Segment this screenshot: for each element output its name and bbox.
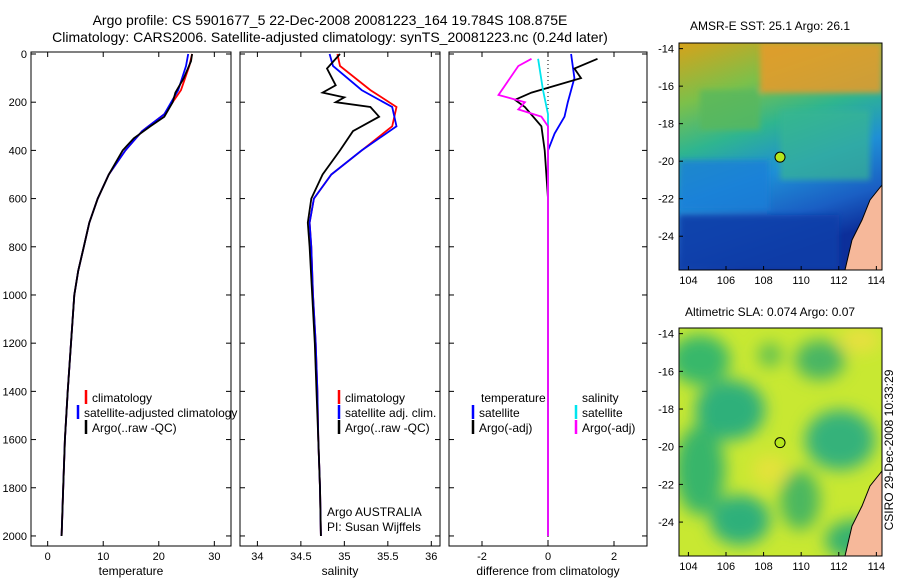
temperature-panel: 0 10 20 30 — [45, 52, 220, 563]
legend-t-argo: Argo(-adj) — [479, 421, 532, 435]
x-tick-label: -2 — [477, 551, 487, 563]
float-position-marker — [774, 151, 786, 163]
map-x-tick-label: 112 — [830, 561, 848, 573]
map-y-tick-label: -18 — [658, 404, 674, 416]
map-y-tick-label: -22 — [658, 479, 674, 491]
series-s-argo-adj- — [497, 58, 549, 536]
legend-salinity-title: salinity — [582, 391, 619, 405]
map-x-tick-label: 110 — [792, 275, 810, 287]
series-t-satellite — [547, 53, 576, 536]
map-x-tick-label: 114 — [868, 561, 886, 573]
depth-tick-label: 400 — [9, 145, 27, 157]
series-climatology — [60, 53, 193, 537]
map-y-tick-label: -22 — [658, 194, 674, 206]
legend-t-satellite: satellite — [479, 406, 520, 420]
map-x-tick-label: 106 — [717, 561, 735, 573]
temperature-axes — [30, 51, 232, 547]
map-y-tick-label: -24 — [658, 231, 674, 243]
depth-tick-label: 1400 — [3, 386, 27, 398]
depth-axis: 0 200 400 600 800 1000 1200 1400 1600 1800 2000 — [3, 49, 647, 543]
figure-title-line1: Argo profile: CS 5901677_5 22-Dec-2008 2… — [93, 12, 568, 28]
argo-australia-label: Argo AUSTRALIA — [327, 505, 422, 519]
temperature-legend: climatology satellite-adjusted climatolo… — [76, 390, 237, 435]
map-x-tick-label: 108 — [754, 561, 772, 573]
map-x-tick-label: 104 — [679, 561, 697, 573]
temperature-xlabel: temperature — [99, 564, 164, 578]
sst-map-image — [679, 43, 882, 270]
legend-climatology: climatology — [345, 391, 405, 405]
depth-tick-label: 2000 — [3, 531, 27, 543]
depth-tick-label: 800 — [9, 242, 27, 254]
difference-legend: temperature satellite Argo(-adj) salinit… — [471, 391, 635, 435]
series-s-satellite — [537, 58, 549, 536]
depth-tick-label: 1200 — [3, 338, 27, 350]
legend-s-satellite: satellite — [582, 406, 623, 420]
map-y-tick-label: -14 — [658, 44, 674, 56]
float-position-marker — [774, 437, 786, 449]
map-y-tick-label: -18 — [658, 119, 674, 131]
map-y-tick-label: -16 — [658, 81, 674, 93]
timestamp-label: CSIRO 29-Dec-2008 10:33:29 — [882, 369, 896, 530]
map-x-tick-label: 108 — [754, 275, 772, 287]
depth-tick-label: 1800 — [3, 483, 27, 495]
x-tick-label: 34.5 — [290, 551, 311, 563]
salinity-panel: 34 34.5 35 35.5 36 — [251, 52, 437, 563]
coastline — [844, 470, 882, 556]
depth-tick-label: 200 — [9, 97, 27, 109]
x-tick-label: 30 — [208, 551, 220, 563]
map-y-tick-label: -14 — [658, 329, 674, 341]
x-tick-label: 35.5 — [377, 551, 398, 563]
sla-map-ticks: 104 106 108 110 112 114 -14 -16 -18 -20 -22 -24 — [658, 329, 885, 573]
map-x-tick-label: 106 — [717, 275, 735, 287]
legend-argo: Argo(..raw -QC) — [345, 421, 430, 435]
legend-argo: Argo(..raw -QC) — [92, 421, 177, 435]
x-tick-label: 36 — [425, 551, 437, 563]
legend-s-argo: Argo(-adj) — [582, 421, 635, 435]
sla-map-title: Altimetric SLA: 0.074 Argo: 0.07 — [685, 305, 855, 319]
series-argo-raw-qc- — [306, 53, 381, 537]
depth-tick-label: 600 — [9, 194, 27, 206]
map-y-tick-label: -16 — [658, 366, 674, 378]
salinity-xlabel: salinity — [322, 564, 359, 578]
sla-map-frame — [678, 327, 883, 557]
series-t-argo-adj- — [513, 57, 598, 536]
map-x-tick-label: 114 — [868, 275, 886, 287]
depth-tick-label: 0 — [21, 49, 27, 61]
figure-title-line2: Climatology: CARS2006. Satellite-adjuste… — [52, 29, 608, 45]
depth-tick-label: 1000 — [3, 290, 27, 302]
salinity-legend: climatology satellite adj. clim. Argo(..… — [327, 390, 436, 534]
salinity-axes — [239, 51, 441, 547]
x-tick-label: 35 — [338, 551, 350, 563]
difference-xlabel: difference from climatology — [476, 564, 619, 578]
series-satellite-adj-clim- — [308, 53, 398, 537]
x-tick-label: 20 — [153, 551, 165, 563]
sla-map-image — [679, 328, 882, 556]
x-tick-label: 0 — [545, 551, 551, 563]
map-y-tick-label: -24 — [658, 517, 674, 529]
x-tick-label: 34 — [251, 551, 263, 563]
series-satellite-adjusted-climatology — [60, 53, 190, 537]
map-x-tick-label: 104 — [679, 275, 697, 287]
coastline — [844, 184, 882, 270]
sst-map-frame — [678, 42, 883, 271]
difference-panel: -2 0 2 — [477, 52, 617, 563]
legend-satellite-adjusted: satellite-adjusted climatology — [84, 406, 237, 420]
map-y-tick-label: -20 — [658, 442, 674, 454]
legend-temperature-title: temperature — [481, 391, 546, 405]
legend-climatology: climatology — [92, 391, 152, 405]
x-tick-label: 0 — [45, 551, 51, 563]
series-climatology — [308, 53, 398, 537]
map-x-tick-label: 110 — [792, 561, 810, 573]
depth-tick-label: 1600 — [3, 435, 27, 447]
map-y-tick-label: -20 — [658, 156, 674, 168]
pi-label: PI: Susan Wijffels — [327, 520, 421, 534]
x-tick-label: 10 — [97, 551, 109, 563]
series-argo-raw-qc- — [60, 53, 193, 537]
sst-map-ticks: 104 106 108 110 112 114 -14 -16 -18 -20 -22 -24 — [658, 44, 885, 287]
sst-map-title: AMSR-E SST: 25.1 Argo: 26.1 — [690, 19, 850, 33]
legend-satellite-adj: satellite adj. clim. — [345, 406, 436, 420]
x-tick-label: 2 — [611, 551, 617, 563]
map-x-tick-label: 112 — [830, 275, 848, 287]
